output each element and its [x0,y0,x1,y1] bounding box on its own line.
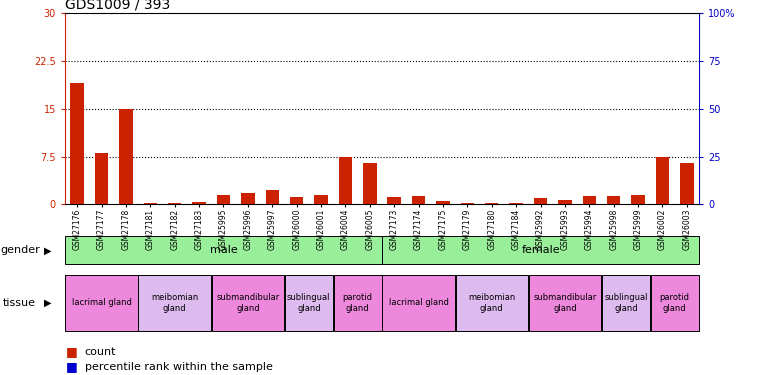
Text: gender: gender [1,245,40,255]
Bar [65,236,382,264]
Bar [607,196,620,204]
Point [632,130,644,136]
Bar [455,275,528,331]
Bar [70,83,84,204]
Text: meibomian
gland: meibomian gland [468,293,516,312]
Point [120,22,132,28]
Bar [382,275,455,331]
Text: sublingual
gland: sublingual gland [287,293,331,312]
Bar [193,202,206,204]
Bar [338,157,352,204]
Text: ■: ■ [66,345,77,358]
Text: count: count [85,347,116,357]
Text: meibomian
gland: meibomian gland [151,293,199,312]
Bar [65,275,138,331]
Point [339,35,351,41]
Bar [656,157,669,204]
Text: lacrimal gland: lacrimal gland [389,298,448,307]
Bar [168,203,181,204]
Bar [138,275,211,331]
Bar [285,275,333,331]
Point [656,35,668,41]
Point [96,29,108,35]
Point [193,130,206,136]
Bar [602,275,650,331]
Point [510,129,523,135]
Bar [217,195,230,204]
Point [290,87,303,93]
Point [681,37,693,43]
Point [241,85,254,91]
Point [607,130,620,136]
Bar [651,275,699,331]
Bar [412,196,426,204]
Bar [95,153,108,204]
Text: ▶: ▶ [44,245,52,255]
Point [71,22,83,28]
Bar [534,198,547,204]
Text: parotid
gland: parotid gland [342,293,373,312]
Bar [631,195,645,204]
Point [169,132,181,138]
Point [413,92,425,98]
Bar [144,203,157,204]
Text: male: male [209,245,238,255]
Point [266,81,278,87]
Point [535,135,547,141]
Bar [314,195,328,204]
Bar [529,275,601,331]
Text: ■: ■ [66,360,77,373]
Point [218,87,230,93]
Bar [680,163,694,204]
Point [486,125,498,131]
Bar [212,275,284,331]
Bar [334,275,382,331]
Point [583,135,595,141]
Bar [387,197,401,204]
Bar [461,203,474,204]
Text: GDS1009 / 393: GDS1009 / 393 [65,0,170,12]
Text: female: female [521,245,560,255]
Bar [558,200,571,204]
Point [144,130,157,136]
Point [558,132,571,138]
Bar [436,201,450,204]
Bar [382,236,699,264]
Bar [266,190,279,204]
Text: lacrimal gland: lacrimal gland [72,298,131,307]
Point [315,81,327,87]
Text: tissue: tissue [3,298,36,308]
Text: parotid
gland: parotid gland [659,293,690,312]
Bar [583,196,596,204]
Bar [241,193,254,204]
Text: percentile rank within the sample: percentile rank within the sample [85,362,273,372]
Bar [485,203,498,204]
Text: sublingual
gland: sublingual gland [604,293,648,312]
Bar [119,109,133,204]
Point [461,125,474,131]
Text: submandibular
gland: submandibular gland [533,293,597,312]
Point [437,100,449,106]
Point [388,83,400,89]
Bar [363,163,377,204]
Text: ▶: ▶ [44,298,52,308]
Bar [290,197,303,204]
Bar [510,203,523,204]
Point [364,39,376,45]
Text: submandibular
gland: submandibular gland [216,293,280,312]
